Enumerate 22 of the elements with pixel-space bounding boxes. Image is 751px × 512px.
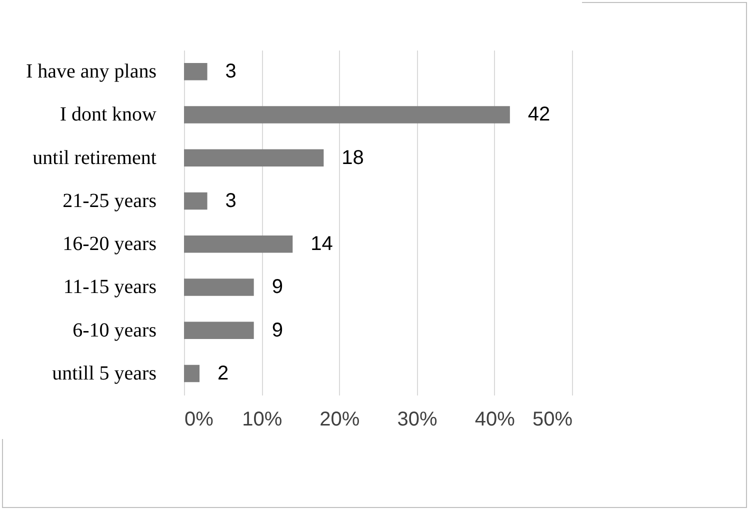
y-tick-label: 16-20 years	[62, 233, 157, 256]
y-tick-label: until retirement	[32, 146, 157, 169]
data-label: 2	[218, 362, 229, 384]
data-label: 9	[272, 276, 283, 298]
y-tick-label: I have any plans	[26, 60, 157, 83]
x-tick-label: 20%	[320, 408, 360, 430]
y-tick-label: 11-15 years	[63, 276, 157, 298]
x-tick-label: 30%	[397, 408, 438, 430]
data-label: 42	[528, 104, 550, 126]
x-tick-label: 40%	[474, 408, 516, 430]
x-tick-label: 0%	[184, 408, 214, 430]
x-tick-label: 50%	[532, 408, 573, 430]
data-label: 18	[342, 146, 364, 169]
y-tick-label: 6-10 years	[72, 319, 157, 342]
y-tick-label: 21-25 years	[62, 190, 157, 212]
y-tick-label: untill 5 years	[52, 362, 157, 384]
data-label: 3	[225, 190, 236, 212]
data-label: 3	[225, 60, 236, 83]
data-label: 14	[310, 233, 333, 256]
data-label: 9	[272, 319, 283, 342]
x-tick-label: 10%	[242, 408, 282, 430]
y-tick-label: I dont know	[60, 104, 158, 126]
